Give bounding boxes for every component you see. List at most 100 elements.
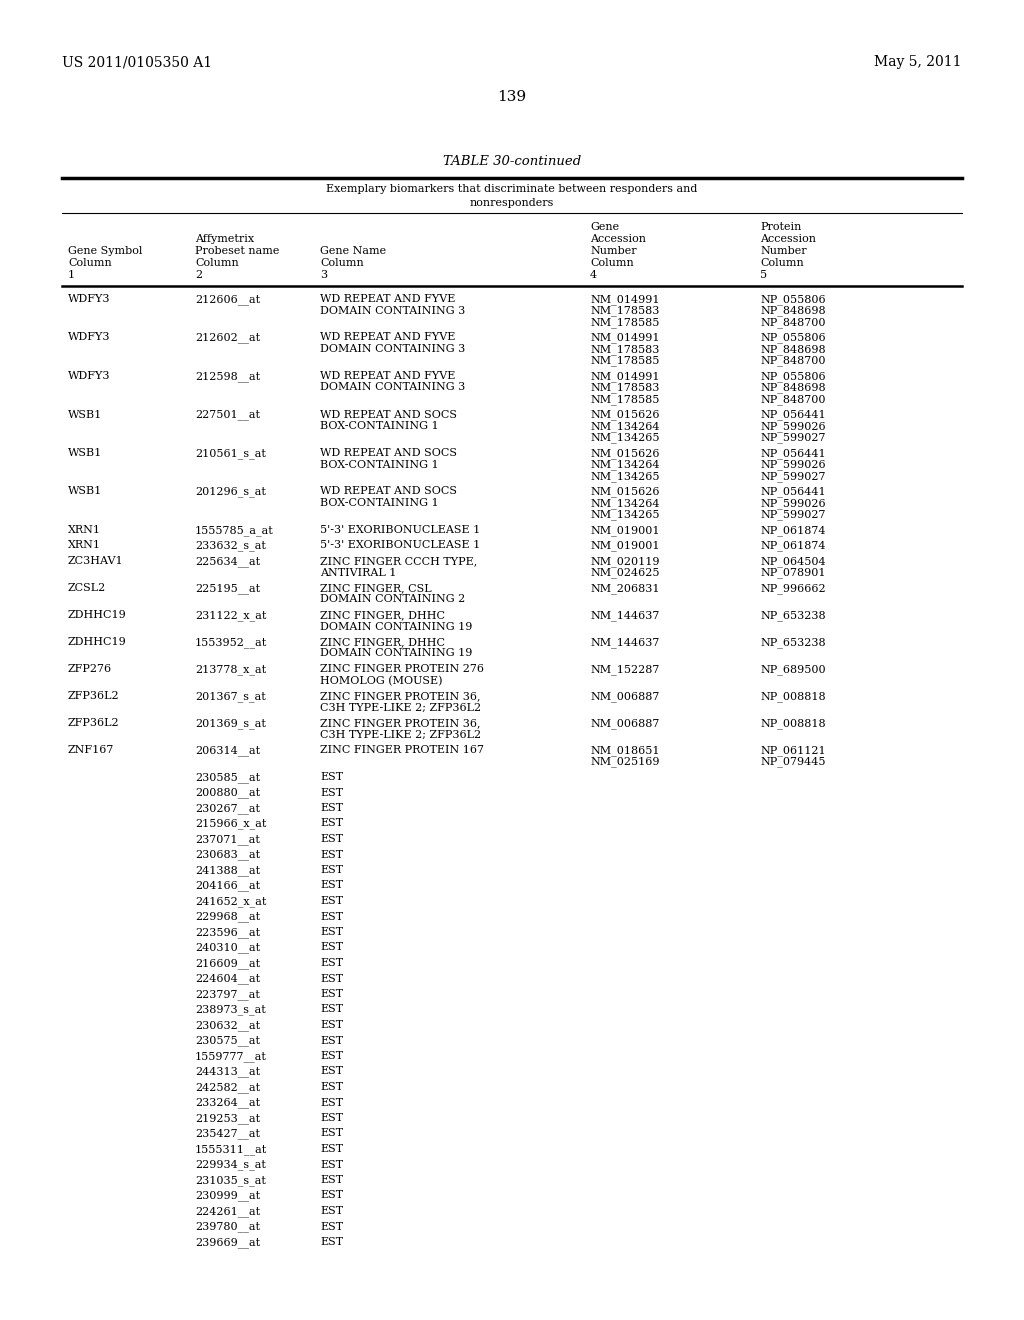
Text: 215966_x_at: 215966_x_at <box>195 818 266 829</box>
Text: 2: 2 <box>195 271 202 280</box>
Text: NM_014991: NM_014991 <box>590 294 659 305</box>
Text: 223797__at: 223797__at <box>195 989 260 999</box>
Text: Affymetrix: Affymetrix <box>195 234 254 244</box>
Text: NP_689500: NP_689500 <box>760 664 825 675</box>
Text: EST: EST <box>319 1020 343 1030</box>
Text: 225195__at: 225195__at <box>195 583 260 594</box>
Text: 3: 3 <box>319 271 327 280</box>
Text: NP_008818: NP_008818 <box>760 690 825 702</box>
Text: 229968__at: 229968__at <box>195 912 260 923</box>
Text: WD REPEAT AND SOCS: WD REPEAT AND SOCS <box>319 409 457 420</box>
Text: 230683__at: 230683__at <box>195 850 260 861</box>
Text: WD REPEAT AND FYVE: WD REPEAT AND FYVE <box>319 371 456 381</box>
Text: BOX-CONTAINING 1: BOX-CONTAINING 1 <box>319 421 438 432</box>
Text: NP_078901: NP_078901 <box>760 568 825 578</box>
Text: NM_144637: NM_144637 <box>590 638 659 648</box>
Text: Number: Number <box>760 246 807 256</box>
Text: NP_056441: NP_056441 <box>760 409 825 420</box>
Text: 229934_s_at: 229934_s_at <box>195 1159 266 1171</box>
Text: WD REPEAT AND FYVE: WD REPEAT AND FYVE <box>319 294 456 304</box>
Text: ZC3HAV1: ZC3HAV1 <box>68 556 124 566</box>
Text: 1555785_a_at: 1555785_a_at <box>195 525 273 536</box>
Text: EST: EST <box>319 1237 343 1247</box>
Text: 227501__at: 227501__at <box>195 409 260 420</box>
Text: 5'-3' EXORIBONUCLEASE 1: 5'-3' EXORIBONUCLEASE 1 <box>319 525 480 535</box>
Text: 239669__at: 239669__at <box>195 1237 260 1247</box>
Text: NM_014991: NM_014991 <box>590 371 659 381</box>
Text: 206314__at: 206314__at <box>195 744 260 756</box>
Text: 237071__at: 237071__at <box>195 834 260 845</box>
Text: NM_178583: NM_178583 <box>590 345 659 355</box>
Text: WDFY3: WDFY3 <box>68 333 111 342</box>
Text: NM_006887: NM_006887 <box>590 718 659 729</box>
Text: 201367_s_at: 201367_s_at <box>195 690 266 702</box>
Text: 230585__at: 230585__at <box>195 772 260 783</box>
Text: NM_134264: NM_134264 <box>590 459 659 470</box>
Text: 230999__at: 230999__at <box>195 1191 260 1201</box>
Text: 1: 1 <box>68 271 75 280</box>
Text: NM_015626: NM_015626 <box>590 447 659 459</box>
Text: Probeset name: Probeset name <box>195 246 280 256</box>
Text: NP_599027: NP_599027 <box>760 471 825 482</box>
Text: Exemplary biomarkers that discriminate between responders and: Exemplary biomarkers that discriminate b… <box>327 183 697 194</box>
Text: Column: Column <box>760 257 804 268</box>
Text: NM_134265: NM_134265 <box>590 433 659 444</box>
Text: DOMAIN CONTAINING 19: DOMAIN CONTAINING 19 <box>319 648 472 659</box>
Text: NM_178583: NM_178583 <box>590 305 659 317</box>
Text: EST: EST <box>319 1129 343 1138</box>
Text: NM_014991: NM_014991 <box>590 333 659 343</box>
Text: ZFP276: ZFP276 <box>68 664 112 675</box>
Text: NP_061874: NP_061874 <box>760 525 825 536</box>
Text: 240310__at: 240310__at <box>195 942 260 953</box>
Text: NP_064504: NP_064504 <box>760 556 825 566</box>
Text: EST: EST <box>319 788 343 797</box>
Text: C3H TYPE-LIKE 2; ZFP36L2: C3H TYPE-LIKE 2; ZFP36L2 <box>319 702 481 713</box>
Text: HOMOLOG (MOUSE): HOMOLOG (MOUSE) <box>319 676 442 686</box>
Text: 230575__at: 230575__at <box>195 1035 260 1047</box>
Text: EST: EST <box>319 834 343 843</box>
Text: Accession: Accession <box>590 234 646 244</box>
Text: 213778_x_at: 213778_x_at <box>195 664 266 675</box>
Text: Gene Symbol: Gene Symbol <box>68 246 142 256</box>
Text: NP_056441: NP_056441 <box>760 447 825 459</box>
Text: NP_599027: NP_599027 <box>760 510 825 520</box>
Text: NM_019001: NM_019001 <box>590 540 659 552</box>
Text: EST: EST <box>319 1144 343 1154</box>
Text: nonresponders: nonresponders <box>470 198 554 209</box>
Text: WD REPEAT AND SOCS: WD REPEAT AND SOCS <box>319 447 457 458</box>
Text: NP_599026: NP_599026 <box>760 421 825 432</box>
Text: WDFY3: WDFY3 <box>68 294 111 304</box>
Text: NM_134264: NM_134264 <box>590 421 659 432</box>
Text: ZINC FINGER, DHHC: ZINC FINGER, DHHC <box>319 638 445 647</box>
Text: DOMAIN CONTAINING 3: DOMAIN CONTAINING 3 <box>319 383 465 392</box>
Text: EST: EST <box>319 1051 343 1061</box>
Text: DOMAIN CONTAINING 3: DOMAIN CONTAINING 3 <box>319 345 465 354</box>
Text: NP_061874: NP_061874 <box>760 540 825 552</box>
Text: EST: EST <box>319 1191 343 1200</box>
Text: 231122_x_at: 231122_x_at <box>195 610 266 620</box>
Text: EST: EST <box>319 803 343 813</box>
Text: NP_055806: NP_055806 <box>760 333 825 343</box>
Text: 1553952__at: 1553952__at <box>195 638 267 648</box>
Text: ZINC FINGER PROTEIN 276: ZINC FINGER PROTEIN 276 <box>319 664 484 675</box>
Text: NP_055806: NP_055806 <box>760 371 825 381</box>
Text: 224604__at: 224604__at <box>195 974 260 985</box>
Text: EST: EST <box>319 989 343 999</box>
Text: NP_848700: NP_848700 <box>760 317 825 327</box>
Text: C3H TYPE-LIKE 2; ZFP36L2: C3H TYPE-LIKE 2; ZFP36L2 <box>319 730 481 739</box>
Text: ZFP36L2: ZFP36L2 <box>68 718 120 729</box>
Text: NM_178585: NM_178585 <box>590 317 659 327</box>
Text: EST: EST <box>319 974 343 983</box>
Text: 139: 139 <box>498 90 526 104</box>
Text: 201369_s_at: 201369_s_at <box>195 718 266 729</box>
Text: NM_025169: NM_025169 <box>590 756 659 767</box>
Text: ZNF167: ZNF167 <box>68 744 115 755</box>
Text: DOMAIN CONTAINING 19: DOMAIN CONTAINING 19 <box>319 622 472 631</box>
Text: EST: EST <box>319 865 343 875</box>
Text: NP_056441: NP_056441 <box>760 487 825 498</box>
Text: 212598__at: 212598__at <box>195 371 260 381</box>
Text: Column: Column <box>590 257 634 268</box>
Text: EST: EST <box>319 1113 343 1123</box>
Text: EST: EST <box>319 880 343 891</box>
Text: 233632_s_at: 233632_s_at <box>195 540 266 552</box>
